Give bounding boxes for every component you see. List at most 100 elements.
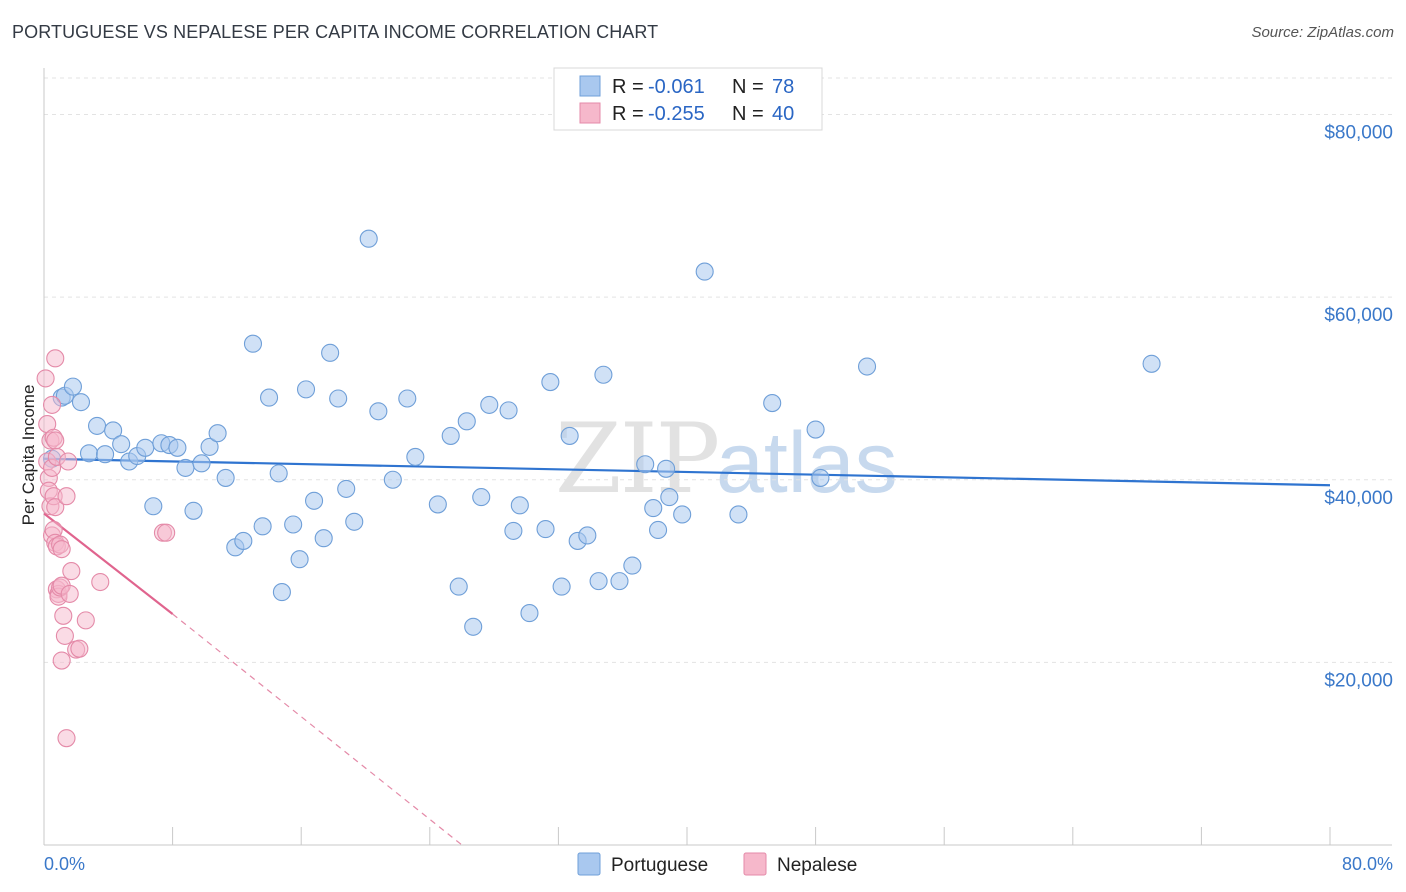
data-point-portuguese: [594, 365, 613, 384]
data-point-nepalese: [59, 452, 78, 471]
data-point-portuguese: [79, 444, 99, 463]
data-point-portuguese: [272, 583, 291, 602]
data-point-portuguese: [560, 426, 579, 445]
data-point-portuguese: [112, 435, 131, 454]
stats-n-label-nepalese: N =: [732, 103, 764, 125]
y-tick-label: $40,000: [1324, 488, 1393, 509]
data-point-portuguese: [644, 499, 663, 518]
series-portuguese: [42, 229, 1161, 636]
data-point-portuguese: [472, 488, 491, 507]
data-point-portuguese: [428, 495, 447, 514]
data-point-portuguese: [806, 420, 825, 439]
data-point-portuguese: [499, 401, 518, 420]
data-point-portuguese: [234, 531, 253, 550]
data-point-portuguese: [383, 470, 402, 489]
data-point-portuguese: [208, 424, 227, 443]
data-point-nepalese: [157, 523, 176, 542]
data-point-portuguese: [337, 479, 356, 498]
data-point-portuguese: [329, 389, 348, 408]
data-point-portuguese: [104, 421, 123, 440]
y-tick-label: $80,000: [1324, 123, 1393, 144]
source-label: Source: ZipAtlas.com: [1251, 24, 1394, 41]
data-point-nepalese: [91, 572, 110, 592]
y-axis-ticks: $20,000 $40,000 $60,000 $80,000: [1324, 123, 1393, 692]
data-point-portuguese: [305, 491, 324, 510]
watermark-zip: ZIP: [555, 403, 718, 515]
data-point-nepalese: [60, 584, 79, 603]
data-point-portuguese: [284, 515, 303, 534]
legend-swatch-nepalese: [743, 852, 767, 876]
data-point-portuguese: [398, 389, 417, 408]
data-point-nepalese: [57, 487, 76, 506]
data-point-portuguese: [176, 458, 195, 477]
data-point-portuguese: [552, 577, 571, 596]
data-point-portuguese: [623, 556, 642, 575]
stats-r-label-portuguese: R =: [612, 76, 644, 98]
data-point-nepalese: [46, 498, 65, 517]
data-point-portuguese: [657, 459, 676, 478]
data-point-portuguese: [144, 497, 163, 516]
data-point-nepalese: [52, 540, 71, 559]
data-point-portuguese: [695, 262, 714, 281]
data-point-portuguese: [1142, 354, 1161, 373]
data-point-portuguese: [541, 373, 560, 392]
data-point-portuguese: [369, 402, 388, 421]
stats-n-label-portuguese: N =: [732, 76, 764, 98]
data-point-portuguese: [406, 447, 425, 466]
data-point-nepalese: [57, 729, 76, 748]
data-point-portuguese: [216, 468, 235, 487]
x-tick-max: 80.0%: [1342, 854, 1393, 874]
data-point-portuguese: [290, 550, 309, 569]
data-point-portuguese: [168, 438, 187, 457]
data-point-portuguese: [857, 357, 877, 376]
grid: [44, 77, 1392, 663]
watermark: ZIP atlas: [555, 403, 898, 515]
data-point-nepalese: [36, 369, 55, 388]
data-point-nepalese: [62, 562, 81, 581]
stats-n-value-portuguese: 78: [772, 76, 794, 98]
bottom-legend: Portuguese Nepalese: [577, 852, 857, 876]
data-point-portuguese: [259, 388, 279, 407]
data-point-portuguese: [71, 393, 91, 412]
data-point-portuguese: [192, 454, 211, 473]
chart-title: PORTUGUESE VS NEPALESE PER CAPITA INCOME…: [12, 22, 659, 42]
data-point-portuguese: [314, 529, 333, 548]
data-point-nepalese: [55, 626, 74, 645]
legend-label-nepalese: Nepalese: [777, 855, 857, 876]
data-point-nepalese: [46, 431, 65, 450]
data-point-portuguese: [87, 416, 107, 435]
data-point-portuguese: [321, 343, 340, 362]
data-point-portuguese: [253, 517, 272, 536]
data-point-portuguese: [504, 521, 523, 540]
y-axis-title: Per Capita Income: [19, 385, 38, 526]
legend-label-portuguese: Portuguese: [611, 855, 708, 876]
data-point-portuguese: [578, 526, 597, 545]
data-point-portuguese: [464, 617, 483, 636]
data-point-nepalese: [70, 639, 89, 658]
data-point-portuguese: [510, 496, 529, 515]
data-point-portuguese: [457, 412, 476, 431]
data-point-portuguese: [63, 377, 82, 396]
stats-legend: R = -0.061 N = 78 R = -0.255 N = 40: [553, 67, 823, 131]
data-point-portuguese: [359, 229, 378, 248]
y-tick-label: $20,000: [1324, 670, 1393, 691]
data-point-portuguese: [636, 455, 655, 474]
data-point-portuguese: [520, 604, 539, 623]
data-point-nepalese: [54, 606, 73, 625]
series-nepalese: [36, 349, 176, 748]
stats-r-value-nepalese: -0.255: [648, 103, 705, 125]
y-tick-label: $60,000: [1324, 305, 1393, 326]
stats-r-label-nepalese: R =: [612, 103, 644, 125]
legend-swatch-portuguese: [577, 852, 601, 876]
data-point-nepalese: [46, 349, 65, 368]
data-point-portuguese: [184, 501, 203, 520]
data-point-portuguese: [345, 512, 364, 531]
stats-n-value-nepalese: 40: [772, 103, 794, 125]
data-point-portuguese: [96, 445, 115, 464]
data-point-nepalese: [52, 651, 71, 670]
stats-legend-swatch-nepalese: [579, 102, 601, 124]
data-point-portuguese: [480, 395, 499, 414]
data-point-portuguese: [200, 437, 219, 456]
data-point-nepalese: [42, 395, 62, 414]
data-point-portuguese: [296, 380, 316, 399]
